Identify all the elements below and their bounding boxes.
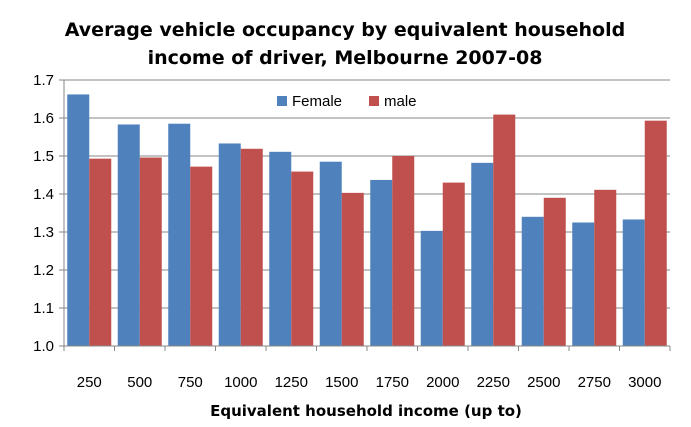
x-tick-label: 500 bbox=[127, 374, 152, 391]
y-tick-label: 1.0 bbox=[33, 338, 54, 355]
y-tick-label: 1.7 bbox=[33, 72, 54, 89]
x-tick-label: 1250 bbox=[275, 374, 308, 391]
bar-female-250 bbox=[67, 94, 90, 346]
bar-male-250 bbox=[89, 158, 112, 346]
x-tick-label: 750 bbox=[178, 374, 203, 391]
bar-male-3000 bbox=[644, 120, 667, 346]
legend-swatch-male bbox=[369, 96, 379, 106]
bar-female-1750 bbox=[370, 179, 393, 346]
x-axis-title: Equivalent household income (up to) bbox=[210, 402, 522, 420]
bar-male-2250 bbox=[493, 114, 516, 346]
bar-female-2250 bbox=[471, 162, 494, 346]
bar-male-1750 bbox=[392, 156, 415, 346]
bar-male-2750 bbox=[594, 189, 617, 346]
x-tick-label: 2250 bbox=[477, 374, 510, 391]
x-tick-label: 250 bbox=[77, 374, 102, 391]
bars bbox=[67, 94, 667, 347]
bar-female-1000 bbox=[218, 143, 241, 346]
legend: Female male bbox=[277, 93, 417, 110]
bar-female-1500 bbox=[319, 161, 342, 346]
bar-male-750 bbox=[190, 166, 213, 346]
bar-female-500 bbox=[117, 124, 140, 347]
legend-label-female: Female bbox=[292, 93, 342, 110]
y-tick-label: 1.1 bbox=[33, 300, 54, 317]
y-tick-label: 1.5 bbox=[33, 148, 54, 165]
legend-swatch-female bbox=[277, 96, 287, 106]
x-tick-label: 1500 bbox=[325, 374, 358, 391]
bar-male-500 bbox=[139, 157, 162, 346]
y-tick-labels: 1.0 1.1 1.2 1.3 1.4 1.5 1.6 1.7 bbox=[33, 72, 64, 355]
bar-female-1250 bbox=[269, 151, 292, 346]
x-tick-label: 1750 bbox=[376, 374, 409, 391]
x-tick-label: 2750 bbox=[578, 374, 611, 391]
chart-title-line-1: Average vehicle occupancy by equivalent … bbox=[65, 19, 625, 41]
x-tick-label: 2000 bbox=[426, 374, 459, 391]
x-tick-label: 3000 bbox=[628, 374, 661, 391]
bar-male-2000 bbox=[442, 182, 465, 346]
bar-female-3000 bbox=[622, 219, 645, 346]
bar-female-2500 bbox=[521, 216, 544, 346]
bar-female-750 bbox=[168, 123, 191, 346]
x-tick-label: 2500 bbox=[527, 374, 560, 391]
x-tick-labels: 250 500 750 1000 1250 1500 1750 2000 2250 2500 275… bbox=[63, 346, 671, 391]
bar-male-1000 bbox=[240, 148, 263, 346]
y-tick-label: 1.6 bbox=[33, 110, 54, 127]
bar-female-2000 bbox=[420, 230, 443, 346]
y-tick-label: 1.2 bbox=[33, 262, 54, 279]
bar-male-1500 bbox=[341, 192, 364, 346]
y-tick-label: 1.4 bbox=[33, 186, 54, 203]
bar-male-1250 bbox=[291, 171, 314, 346]
bar-female-2750 bbox=[572, 222, 595, 346]
x-tick-label: 1000 bbox=[224, 374, 257, 391]
legend-label-male: male bbox=[384, 93, 417, 110]
chart-title-line-2: income of driver, Melbourne 2007-08 bbox=[148, 47, 543, 69]
y-tick-label: 1.3 bbox=[33, 224, 54, 241]
bar-male-2500 bbox=[543, 197, 566, 346]
y-gridlines bbox=[64, 79, 670, 309]
